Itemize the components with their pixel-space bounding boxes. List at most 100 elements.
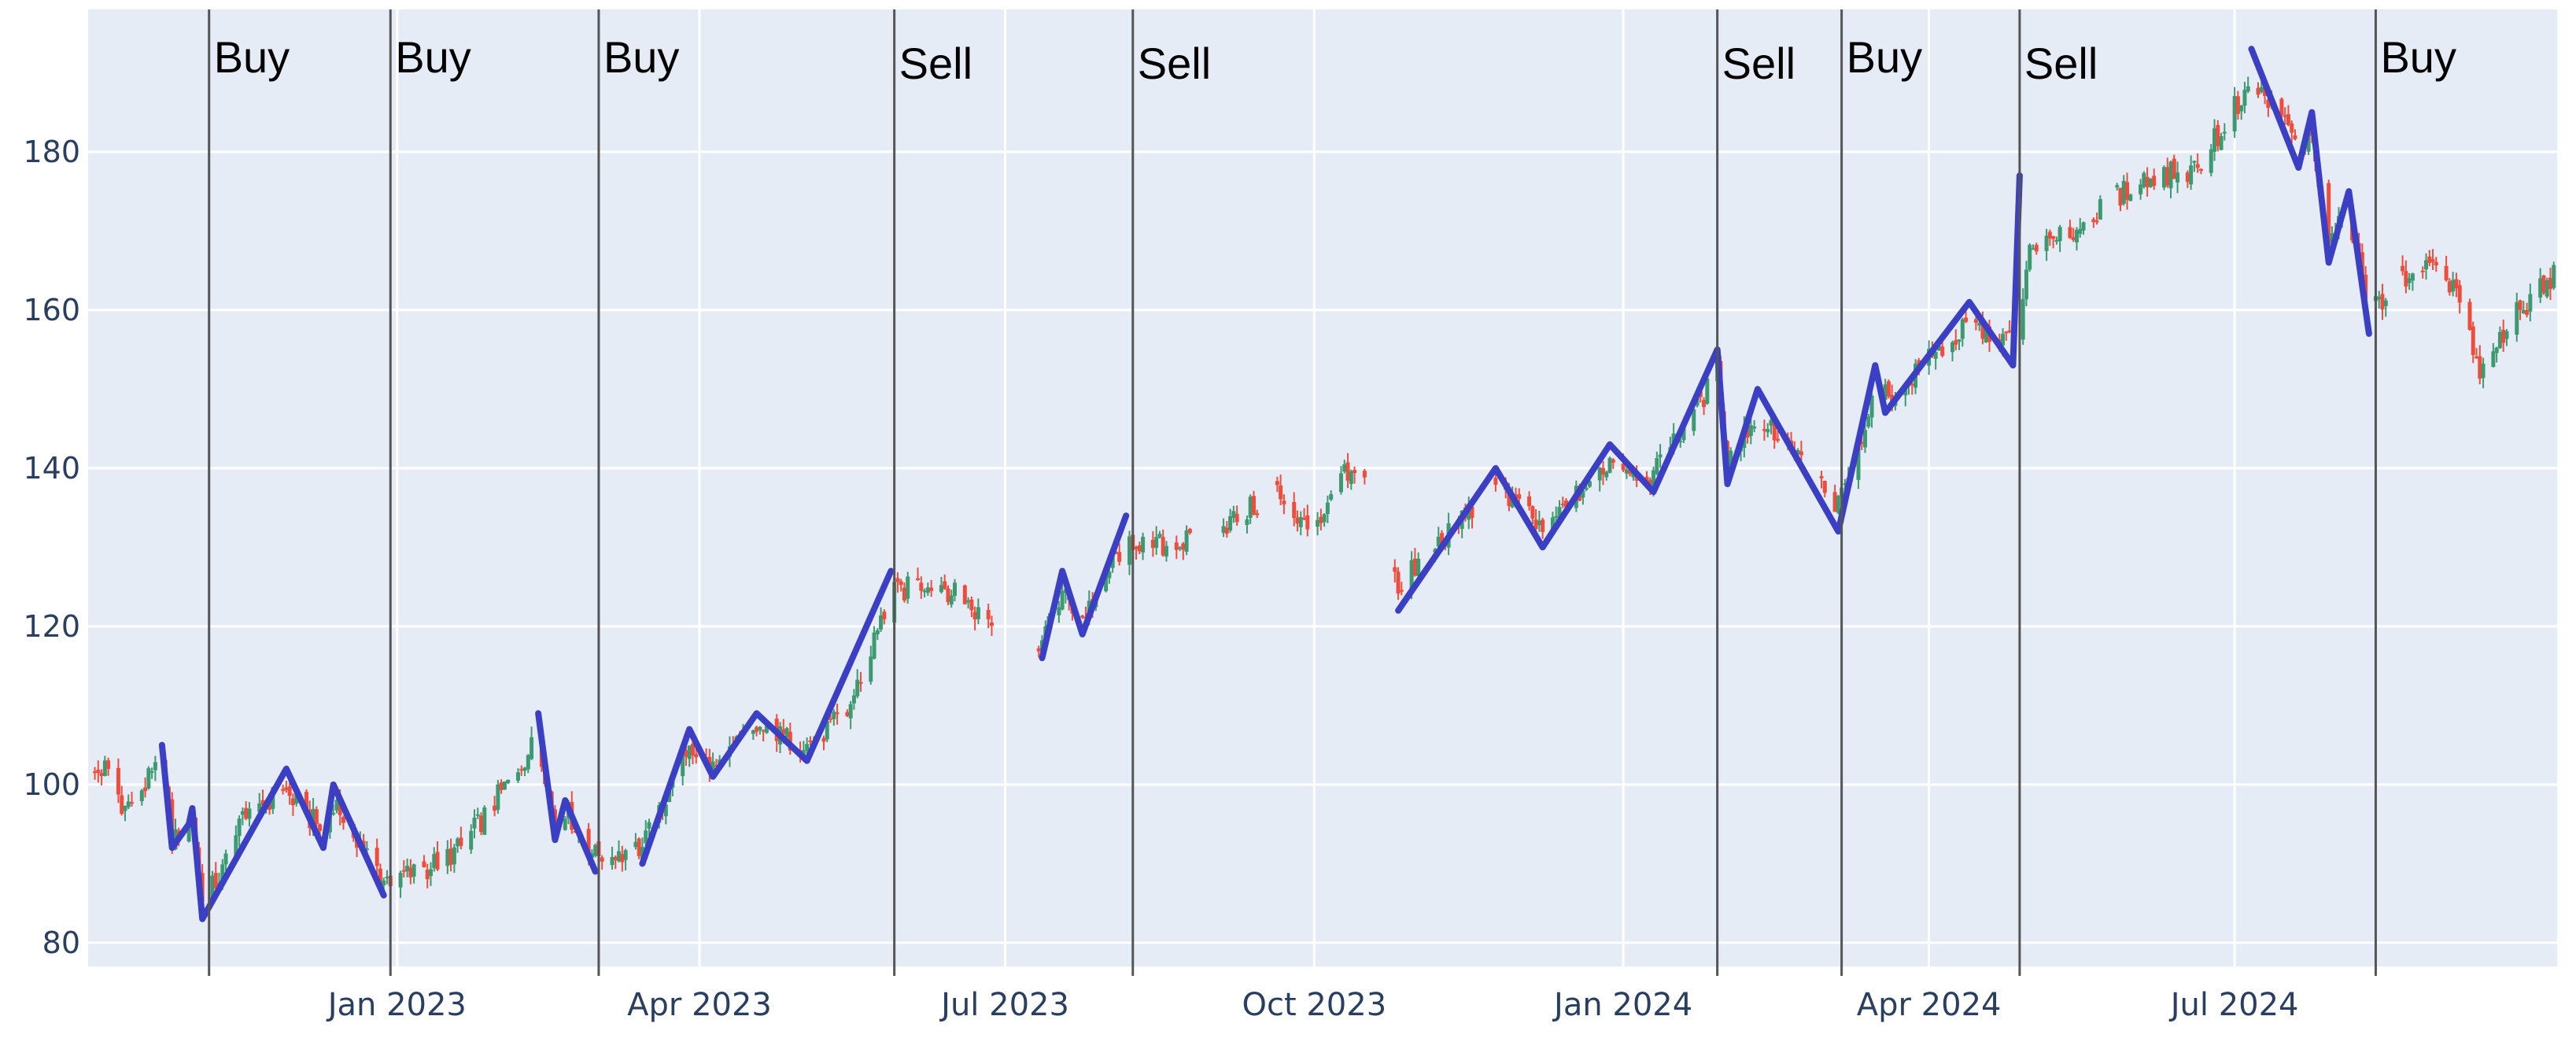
candlestick [1319, 508, 1323, 530]
candlestick [949, 589, 954, 608]
candlestick [2051, 235, 2056, 249]
candle-body [1181, 543, 1186, 550]
candle-body [684, 750, 688, 757]
candlestick [1537, 510, 1541, 532]
candlestick [2047, 229, 2052, 246]
candlestick [922, 588, 927, 598]
candle-body [1470, 506, 1474, 518]
candlestick [2504, 329, 2509, 346]
candle-body [294, 792, 299, 804]
candle-body [1221, 526, 1226, 534]
candle-body [835, 712, 840, 715]
candlestick [2094, 212, 2099, 225]
candlestick [1345, 453, 1350, 489]
candle-body [805, 744, 810, 752]
candlestick [2118, 187, 2123, 212]
candlestick [1302, 508, 1307, 521]
buy-label: Buy [395, 32, 471, 82]
candlestick [929, 579, 934, 597]
candle-body [1117, 552, 1122, 562]
candle-body [1652, 470, 1656, 486]
candle-body [1658, 454, 1663, 458]
candlestick [1231, 505, 1236, 523]
candlestick [879, 607, 884, 633]
candlestick [2377, 290, 2382, 309]
candlestick [472, 809, 477, 839]
candlestick [2142, 171, 2146, 189]
candlestick [2189, 155, 2194, 190]
candle-body [899, 581, 903, 586]
candlestick [502, 781, 507, 790]
candle-body [1537, 520, 1541, 526]
candlestick [1530, 505, 1535, 525]
candle-body [1762, 429, 1766, 431]
candle-body [2263, 87, 2268, 96]
candle-body [1316, 519, 1320, 527]
candlestick [2478, 345, 2482, 385]
candlestick [848, 700, 853, 730]
candlestick [633, 833, 638, 850]
candle-body [1412, 558, 1417, 576]
candlestick [2286, 105, 2290, 127]
candlestick [2115, 183, 2120, 191]
candle-body [1940, 346, 1945, 357]
candlestick [143, 777, 148, 798]
candle-body [1836, 496, 1840, 513]
candle-body [2286, 114, 2290, 125]
candlestick [1658, 444, 1663, 468]
candle-body [499, 782, 504, 790]
candle-body [1113, 552, 1118, 554]
candle-body [311, 808, 316, 828]
candlestick [1117, 543, 1122, 566]
candle-body [123, 806, 127, 811]
candlestick [623, 848, 628, 870]
candlestick [1799, 440, 1803, 461]
candlestick [526, 754, 530, 774]
candle-body [1251, 496, 1256, 515]
candle-body [469, 830, 474, 850]
candlestick [398, 870, 403, 898]
candle-body [422, 861, 426, 868]
candlestick [899, 578, 903, 592]
candle-body [832, 711, 836, 719]
candle-body [1349, 471, 1353, 484]
candlestick [2451, 272, 2456, 297]
candle-body [946, 588, 950, 602]
candle-body [949, 595, 954, 605]
candle-body [1748, 425, 1753, 436]
candlestick [1161, 529, 1165, 557]
y-tick-label: 120 [23, 609, 80, 644]
candle-body [1127, 536, 1132, 565]
candle-body [1964, 317, 1969, 322]
zigzag-line [1039, 512, 1130, 662]
candle-body [1957, 339, 1962, 342]
candlestick [2518, 299, 2522, 320]
candlestick [2152, 168, 2157, 190]
candle-body [761, 730, 766, 732]
candle-body [2290, 123, 2294, 133]
candlestick [2192, 161, 2197, 172]
candle-body [1859, 442, 1864, 445]
candle-body [96, 770, 101, 774]
candlestick [835, 703, 840, 725]
candle-body [213, 873, 218, 889]
candle-body [1950, 342, 1955, 353]
x-tick-label: Apr 2024 [1857, 987, 2002, 1023]
candlestick [1342, 460, 1347, 474]
candle-body [2007, 330, 2012, 332]
candlestick [1157, 530, 1162, 539]
candlestick [2383, 297, 2388, 317]
candle-body [2222, 131, 2227, 134]
candle-body [1769, 419, 1773, 426]
candlestick [1134, 545, 1139, 560]
candlestick [2521, 301, 2526, 314]
candle-body [825, 721, 829, 740]
candle-body [1345, 462, 1350, 481]
candle-body [1393, 567, 1397, 572]
candlestick [872, 626, 877, 660]
candle-body [1362, 471, 1367, 478]
x-tick-label: Oct 2023 [1242, 987, 1386, 1023]
candlestick [2068, 220, 2072, 239]
